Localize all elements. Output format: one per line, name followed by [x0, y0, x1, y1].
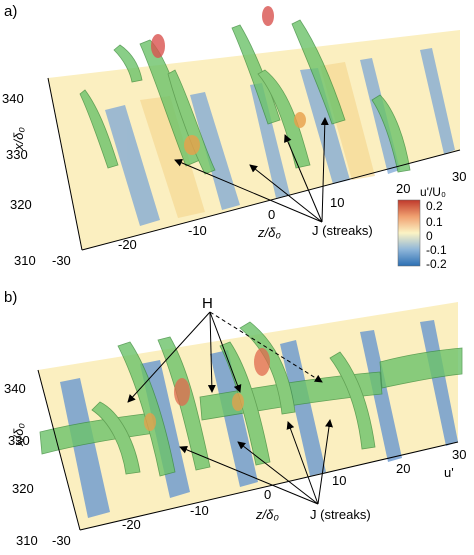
j-arrows [174, 117, 329, 223]
z-tick: -10 [188, 223, 207, 238]
colorbar-tick: 0.2 [426, 199, 443, 213]
x-axis-line [47, 77, 83, 251]
vortex-hotspots [144, 348, 270, 431]
z-axis-title: z/δ₀ [258, 225, 281, 240]
z-tick: 30 [452, 169, 467, 184]
z-tick: 10 [332, 473, 347, 488]
x-tick: 340 [4, 381, 26, 396]
x-tick: 310 [14, 253, 36, 268]
z-tick: 10 [330, 195, 345, 210]
annotation-j: J (streaks) [312, 223, 373, 238]
x-tick: 330 [6, 147, 28, 162]
z-tick: -20 [118, 237, 137, 252]
annotation-h: H [202, 295, 213, 312]
h-arrows [127, 311, 323, 403]
z-tick: 30 [452, 447, 467, 462]
x-tick: 310 [16, 533, 38, 548]
annotation-j: J (streaks) [310, 507, 371, 522]
vortex-hotspots [151, 6, 306, 155]
colorbar-tick: 0 [426, 229, 433, 243]
x-tick: 340 [2, 91, 24, 106]
vortex-structures [79, 19, 411, 175]
panel-a: a) x/δ₀ 340 330 320 310 -30 -20 -10 0 10… [0, 0, 474, 272]
colorbar-tick: -0.2 [426, 257, 447, 271]
panel-b: b) H x/δ₀ 340 330 320 310 -30 -20 -10 0 … [0, 282, 474, 555]
z-axis-title: z/δ₀ [256, 507, 279, 522]
x-tick: 320 [12, 481, 34, 496]
low-speed-streaks [105, 48, 455, 226]
x-axis-line [37, 369, 81, 531]
colorbar-tick: 0.1 [426, 215, 443, 229]
z-tick: 0 [268, 207, 276, 222]
z-tick: 0 [264, 487, 272, 502]
x-tick: 320 [10, 197, 32, 212]
z-tick: 20 [396, 181, 411, 196]
z-axis-line [79, 441, 459, 531]
u-label: u' [444, 465, 454, 480]
z-tick: -10 [190, 503, 209, 518]
panel-label: a) [4, 3, 18, 20]
colorbar [397, 199, 421, 267]
z-tick: -30 [52, 533, 71, 548]
panel-b-visualization [37, 302, 463, 531]
z-tick: 20 [396, 461, 411, 476]
colorbar-tick: -0.1 [426, 243, 447, 257]
colorbar-title: u'/U₀ [420, 185, 446, 199]
panel-label: b) [4, 289, 18, 306]
j-arrows [179, 419, 333, 505]
panel-a-visualization [47, 6, 461, 267]
z-tick: -20 [122, 517, 141, 532]
x-tick: 330 [8, 433, 30, 448]
z-tick: -30 [52, 253, 71, 268]
